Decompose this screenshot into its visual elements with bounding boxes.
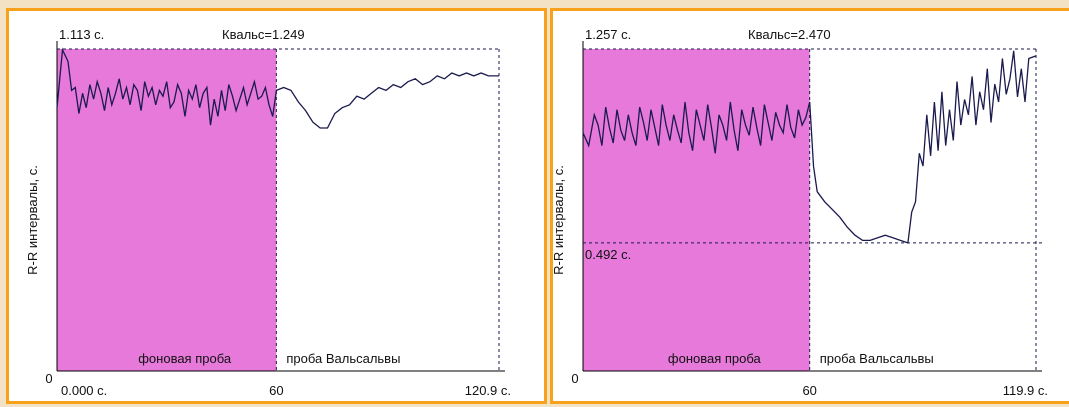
y-axis-label: R-R интервалы, с. — [25, 165, 40, 275]
rr-interval-series-line — [582, 50, 1037, 244]
x-split-label: 60 — [269, 383, 283, 398]
background-phase-region — [583, 49, 810, 371]
chart-panel-right: 0.492 с. 1.257 с. Квальс=2.470 0 60 119.9 с. ф… — [550, 8, 1069, 404]
y-zero-label: 0 — [571, 371, 578, 386]
segment-label-valsalva: проба Вальсальвы — [286, 351, 400, 366]
chart-svg-right: 0.492 с. 1.257 с. Квальс=2.470 0 60 119.9 с. ф… — [551, 27, 1048, 398]
max-value-label: 1.113 с. — [59, 27, 104, 42]
x-end-label: 119.9 с. — [1003, 383, 1048, 398]
x-start-label: 0.000 с. — [61, 383, 107, 398]
y-axis-label: R-R интервалы, с. — [551, 165, 566, 275]
segment-label-valsalva: проба Вальсальвы — [820, 351, 934, 366]
x-split-label: 60 — [802, 383, 816, 398]
chart-panel-left: 1.113 с. Квальс=1.249 0 0.000 с. 60 120.9 с. ф… — [6, 8, 547, 404]
rr-interval-series-line — [56, 47, 499, 129]
background-phase-region — [57, 49, 277, 371]
segment-label-background: фоновая проба — [668, 351, 762, 366]
chart-svg-left: 1.113 с. Квальс=1.249 0 0.000 с. 60 120.9 с. ф… — [25, 27, 511, 398]
x-end-label: 120.9 с. — [465, 383, 511, 398]
y-zero-label: 0 — [45, 371, 52, 386]
min-value-label: 0.492 с. — [585, 247, 631, 262]
segment-label-background: фоновая проба — [138, 351, 232, 366]
max-value-label: 1.257 с. — [585, 27, 631, 42]
valsalva-coefficient-label: Квальс=2.470 — [748, 27, 831, 42]
valsalva-coefficient-label: Квальс=1.249 — [222, 27, 305, 42]
